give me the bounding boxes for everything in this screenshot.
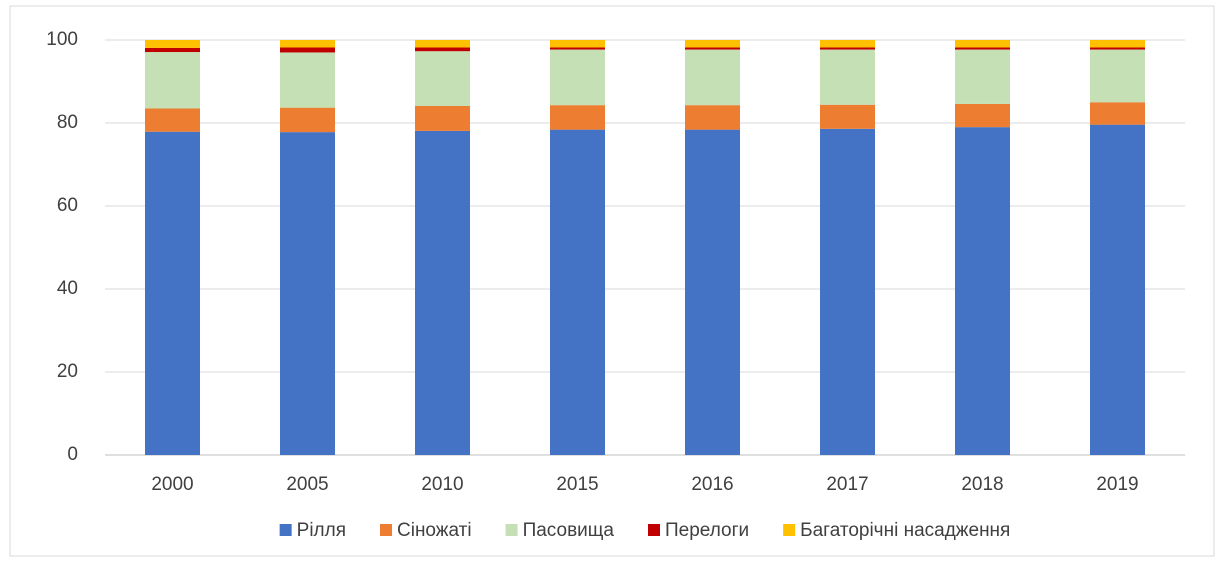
bar-segment (955, 49, 1010, 104)
bar-segment (280, 132, 335, 455)
legend-label: Рілля (297, 520, 346, 541)
bar-segment (1090, 49, 1145, 103)
bar-segment (820, 49, 875, 105)
y-tick-label: 100 (46, 29, 78, 50)
bar-segment (415, 105, 470, 131)
bar-segment (550, 105, 605, 130)
legend-label: Багаторічні насадження (800, 520, 1010, 541)
bar-segment (685, 49, 740, 106)
bar-segment (685, 129, 740, 455)
bar-segment (145, 131, 200, 455)
bar-segment (955, 47, 1010, 50)
bar-segment (415, 130, 470, 455)
bar-segment (1090, 40, 1145, 48)
bar-segment (820, 47, 875, 50)
legend-swatch (279, 524, 292, 536)
bar-segment (550, 129, 605, 455)
x-tick-label: 2019 (1096, 474, 1138, 495)
bar-segment (145, 47, 200, 53)
bar-segment (415, 47, 470, 52)
legend-swatch (783, 524, 796, 536)
y-tick-label: 60 (57, 195, 78, 216)
bar-segment (280, 107, 335, 133)
bar-segment (550, 49, 605, 106)
bar-segment (955, 103, 1010, 128)
legend-swatch (380, 524, 393, 536)
bar-segment (550, 47, 605, 50)
bar-segment (685, 47, 740, 50)
legend-label: Перелоги (665, 520, 749, 541)
bar-segment (1090, 124, 1145, 455)
x-tick-label: 2005 (286, 474, 328, 495)
bar-segment (820, 128, 875, 455)
x-tick-label: 2015 (556, 474, 598, 495)
x-tick-label: 2010 (421, 474, 463, 495)
bar-segment (955, 40, 1010, 48)
bar-segment (280, 40, 335, 48)
y-tick-label: 0 (67, 444, 78, 465)
bar-segment (685, 40, 740, 48)
chart-border (9, 5, 1215, 557)
bar-segment (1090, 102, 1145, 125)
bar-segment (280, 52, 335, 108)
bar-segment (145, 40, 200, 48)
y-tick-label: 80 (57, 112, 78, 133)
x-tick-label: 2016 (691, 474, 733, 495)
x-tick-label: 2017 (826, 474, 868, 495)
bar-segment (415, 51, 470, 106)
y-tick-label: 40 (57, 278, 78, 299)
bar-segment (820, 104, 875, 129)
bar-segment (415, 40, 470, 48)
bar-segment (685, 105, 740, 130)
legend-swatch (505, 524, 518, 536)
bar-segment (820, 40, 875, 48)
x-tick-label: 2000 (151, 474, 193, 495)
legend-label: Сіножаті (397, 520, 472, 541)
x-tick-label: 2018 (961, 474, 1003, 495)
bar-segment (145, 108, 200, 132)
bar-segment (145, 52, 200, 109)
legend-swatch (648, 524, 661, 536)
bar-segment (955, 127, 1010, 456)
bar-segment (1090, 47, 1145, 50)
bar-segment (550, 40, 605, 48)
legend-label: Пасовища (523, 520, 615, 541)
bar-segment (280, 47, 335, 53)
y-tick-label: 20 (57, 361, 78, 382)
